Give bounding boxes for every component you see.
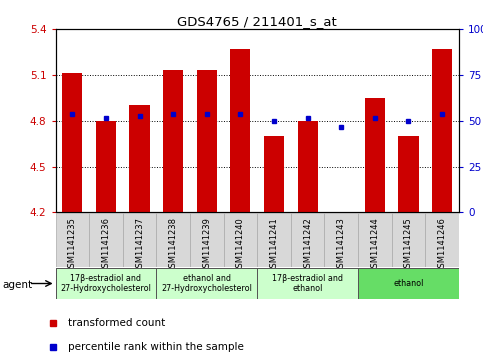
Bar bbox=[163, 70, 183, 212]
Bar bbox=[62, 73, 83, 212]
Text: GSM1141239: GSM1141239 bbox=[202, 217, 211, 273]
Bar bbox=[325, 213, 358, 267]
Bar bbox=[358, 268, 459, 299]
Bar bbox=[156, 268, 257, 299]
Text: 17β-estradiol and
ethanol: 17β-estradiol and ethanol bbox=[272, 274, 343, 293]
Bar bbox=[291, 213, 325, 267]
Bar bbox=[257, 213, 291, 267]
Text: GSM1141245: GSM1141245 bbox=[404, 217, 413, 273]
Text: GSM1141246: GSM1141246 bbox=[438, 217, 447, 273]
Bar bbox=[123, 213, 156, 267]
Text: GSM1141242: GSM1141242 bbox=[303, 217, 312, 273]
Bar bbox=[257, 268, 358, 299]
Bar bbox=[129, 105, 150, 212]
Bar bbox=[156, 213, 190, 267]
Bar bbox=[298, 121, 318, 212]
Text: GSM1141235: GSM1141235 bbox=[68, 217, 77, 273]
Text: GSM1141244: GSM1141244 bbox=[370, 217, 379, 273]
Bar bbox=[392, 213, 425, 267]
Bar bbox=[224, 213, 257, 267]
Text: 17β-estradiol and
27-Hydroxycholesterol: 17β-estradiol and 27-Hydroxycholesterol bbox=[60, 274, 151, 293]
Bar bbox=[365, 98, 385, 212]
Text: GSM1141240: GSM1141240 bbox=[236, 217, 245, 273]
Text: agent: agent bbox=[2, 280, 32, 290]
Bar bbox=[398, 136, 418, 212]
Bar bbox=[190, 213, 224, 267]
Text: GSM1141243: GSM1141243 bbox=[337, 217, 346, 273]
Text: percentile rank within the sample: percentile rank within the sample bbox=[68, 342, 244, 352]
Bar bbox=[432, 49, 452, 212]
Bar bbox=[96, 121, 116, 212]
Text: transformed count: transformed count bbox=[68, 318, 165, 328]
Text: GSM1141241: GSM1141241 bbox=[270, 217, 279, 273]
Bar bbox=[56, 268, 156, 299]
Text: ethanol: ethanol bbox=[393, 279, 424, 288]
Text: GSM1141236: GSM1141236 bbox=[101, 217, 111, 273]
Bar bbox=[56, 213, 89, 267]
Text: ethanol and
27-Hydroxycholesterol: ethanol and 27-Hydroxycholesterol bbox=[161, 274, 252, 293]
Text: GSM1141237: GSM1141237 bbox=[135, 217, 144, 273]
Bar bbox=[230, 49, 251, 212]
Bar bbox=[264, 136, 284, 212]
Bar bbox=[89, 213, 123, 267]
Bar bbox=[425, 213, 459, 267]
Bar bbox=[197, 70, 217, 212]
Text: GSM1141238: GSM1141238 bbox=[169, 217, 178, 273]
Bar bbox=[358, 213, 392, 267]
Title: GDS4765 / 211401_s_at: GDS4765 / 211401_s_at bbox=[177, 15, 337, 28]
